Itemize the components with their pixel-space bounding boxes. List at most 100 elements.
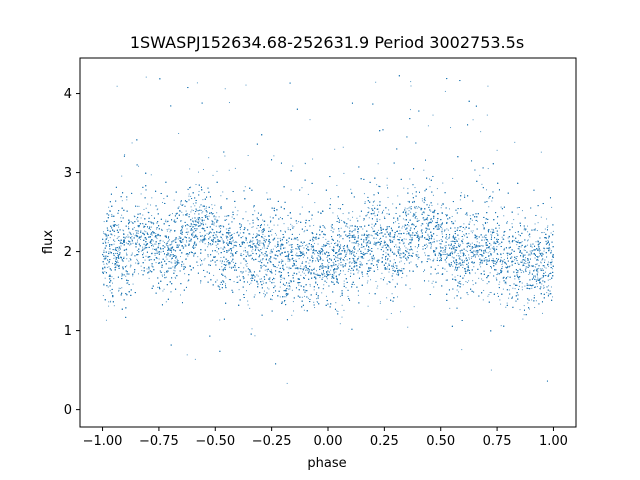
data-point bbox=[116, 238, 118, 240]
data-point bbox=[399, 256, 401, 258]
data-point bbox=[451, 256, 453, 258]
data-point bbox=[517, 213, 519, 215]
data-point bbox=[168, 239, 170, 241]
data-point bbox=[521, 241, 523, 243]
data-point bbox=[410, 211, 412, 213]
data-point bbox=[343, 172, 345, 174]
data-point bbox=[208, 215, 210, 217]
data-point bbox=[246, 265, 248, 267]
data-point bbox=[480, 245, 482, 247]
data-point bbox=[363, 219, 365, 221]
data-point bbox=[455, 236, 457, 238]
data-point bbox=[164, 221, 166, 223]
data-point bbox=[316, 273, 318, 275]
data-point bbox=[140, 235, 142, 237]
data-point bbox=[273, 224, 275, 226]
data-point bbox=[482, 279, 484, 281]
data-point bbox=[279, 237, 281, 239]
data-point bbox=[422, 211, 424, 213]
data-point bbox=[339, 236, 341, 238]
data-point bbox=[138, 205, 140, 207]
data-point bbox=[451, 215, 453, 217]
data-point bbox=[473, 224, 475, 226]
data-point bbox=[412, 193, 414, 195]
data-point bbox=[271, 252, 273, 254]
data-point bbox=[104, 240, 106, 242]
data-point bbox=[427, 125, 429, 127]
data-point bbox=[466, 250, 468, 252]
data-point bbox=[312, 158, 314, 160]
data-point bbox=[470, 230, 472, 232]
data-point bbox=[194, 358, 196, 360]
data-point bbox=[160, 251, 162, 253]
data-point bbox=[233, 246, 235, 248]
data-point bbox=[109, 251, 111, 253]
data-point bbox=[546, 256, 548, 258]
data-point bbox=[143, 232, 145, 234]
data-point bbox=[283, 277, 285, 279]
data-point bbox=[202, 168, 204, 170]
data-point bbox=[228, 264, 230, 266]
data-point bbox=[353, 284, 355, 285]
data-point bbox=[274, 273, 276, 275]
data-point bbox=[251, 258, 253, 260]
data-point bbox=[399, 261, 401, 263]
data-point bbox=[415, 215, 417, 217]
data-point bbox=[329, 246, 331, 248]
data-point bbox=[359, 226, 361, 228]
data-point bbox=[537, 267, 539, 269]
data-point bbox=[128, 260, 130, 262]
data-point bbox=[363, 257, 365, 259]
data-point bbox=[279, 245, 281, 247]
data-point bbox=[196, 82, 198, 84]
data-point bbox=[426, 246, 428, 248]
data-point bbox=[207, 256, 209, 258]
data-point bbox=[136, 239, 138, 241]
data-point bbox=[417, 235, 419, 237]
data-point bbox=[326, 266, 328, 268]
data-point bbox=[491, 234, 493, 236]
data-point bbox=[137, 205, 139, 207]
data-point bbox=[114, 252, 116, 254]
data-point bbox=[237, 210, 239, 212]
data-point bbox=[288, 288, 290, 290]
data-point bbox=[168, 255, 170, 257]
data-point bbox=[136, 230, 138, 232]
data-point bbox=[497, 292, 499, 294]
data-point bbox=[190, 186, 192, 188]
data-point bbox=[165, 243, 167, 245]
data-point bbox=[109, 237, 111, 239]
data-point bbox=[385, 252, 387, 254]
data-point bbox=[397, 275, 399, 277]
data-point bbox=[135, 242, 137, 244]
data-point bbox=[386, 259, 388, 261]
data-point bbox=[126, 265, 128, 267]
data-point bbox=[218, 216, 220, 218]
data-point bbox=[511, 261, 513, 263]
data-point bbox=[454, 236, 456, 238]
data-point bbox=[304, 255, 306, 257]
data-point bbox=[303, 295, 305, 297]
data-point bbox=[148, 277, 150, 279]
data-point bbox=[185, 253, 187, 255]
data-point bbox=[361, 246, 363, 248]
data-point bbox=[466, 266, 468, 268]
data-point bbox=[353, 259, 355, 261]
data-point bbox=[132, 233, 134, 235]
data-point bbox=[337, 254, 339, 256]
data-point bbox=[460, 225, 462, 227]
data-point bbox=[383, 216, 385, 218]
data-point bbox=[174, 270, 176, 272]
data-point bbox=[291, 249, 293, 251]
data-point bbox=[452, 234, 454, 236]
data-point bbox=[311, 218, 313, 220]
data-point bbox=[333, 274, 335, 276]
data-point bbox=[289, 288, 291, 290]
data-point bbox=[307, 193, 309, 195]
data-point bbox=[420, 230, 422, 232]
data-point bbox=[324, 227, 326, 229]
data-point bbox=[153, 223, 155, 225]
data-point bbox=[173, 199, 175, 201]
data-point bbox=[536, 263, 538, 265]
data-point bbox=[443, 250, 445, 252]
